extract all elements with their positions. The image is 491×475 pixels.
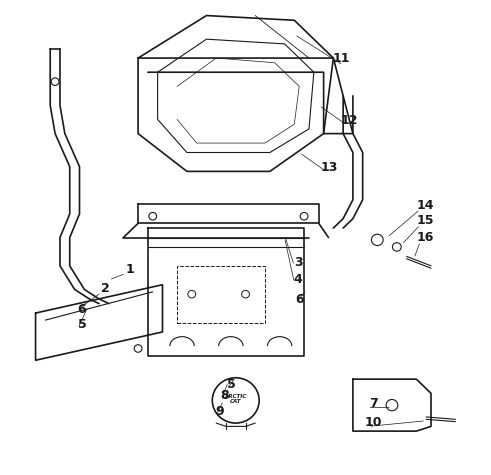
Text: 9: 9 [216, 405, 224, 418]
Bar [177, 266, 265, 323]
Text: 3: 3 [294, 256, 302, 268]
Text: 6: 6 [78, 303, 86, 316]
Text: 2: 2 [101, 282, 110, 295]
Text: 14: 14 [416, 199, 434, 212]
Text: 12: 12 [340, 114, 358, 127]
Text: 1: 1 [125, 263, 134, 276]
Text: ARCTIC
CAT: ARCTIC CAT [224, 394, 247, 404]
Text: 6: 6 [295, 294, 303, 306]
Text: 16: 16 [416, 231, 434, 244]
Text: 7: 7 [369, 397, 378, 410]
Text: 13: 13 [321, 161, 338, 174]
Text: 15: 15 [416, 215, 434, 228]
Text: 5: 5 [78, 318, 86, 331]
Text: 5: 5 [227, 378, 236, 391]
Text: 10: 10 [365, 416, 382, 429]
Text: 8: 8 [220, 389, 229, 402]
Text: 11: 11 [333, 53, 351, 66]
Text: 4: 4 [294, 273, 302, 285]
